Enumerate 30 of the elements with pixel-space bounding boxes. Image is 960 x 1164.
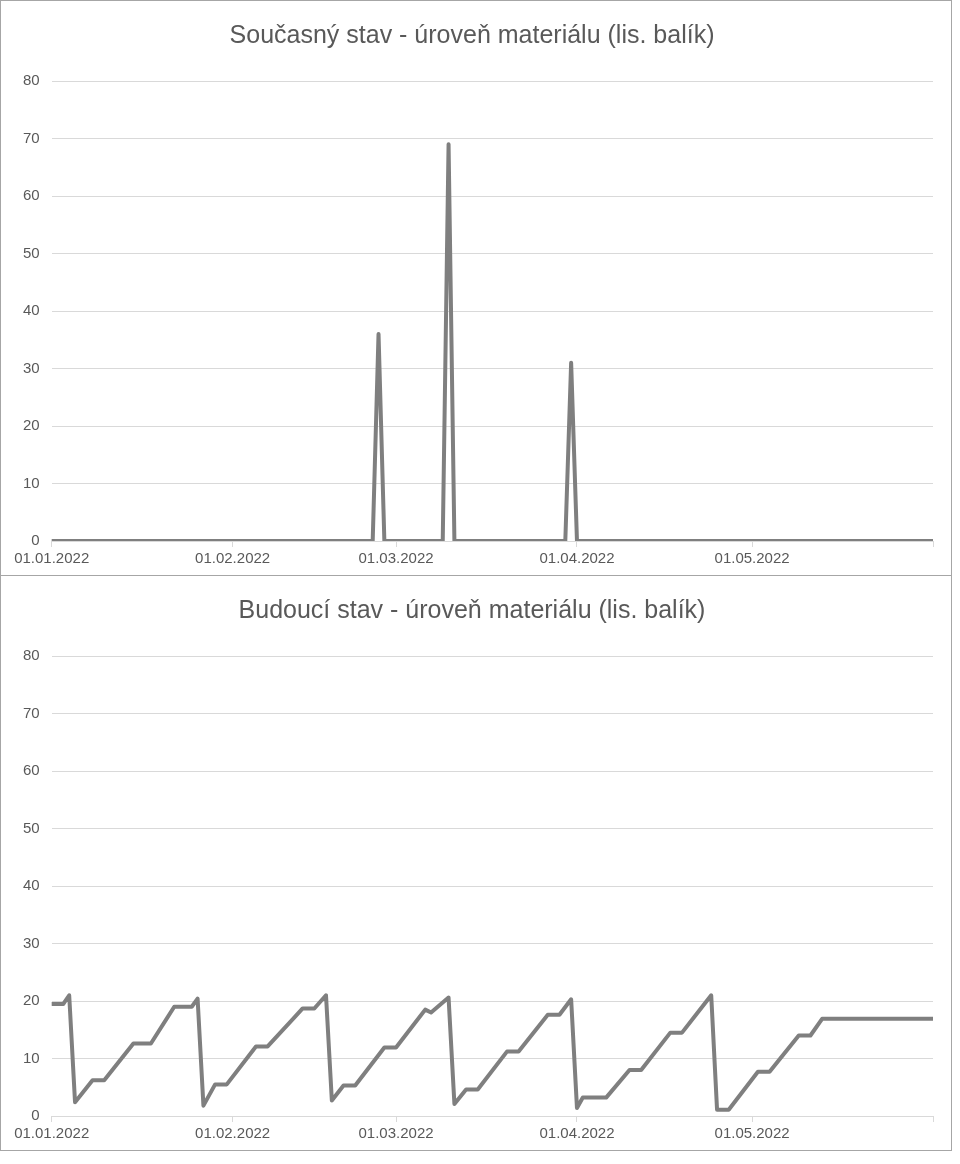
- y-tick-label: 20: [23, 991, 40, 1009]
- y-tick-label: 60: [23, 186, 40, 204]
- x-tick-label: 01.02.2022: [195, 549, 271, 567]
- x-tick-label: 01.02.2022: [195, 1124, 271, 1142]
- x-tick-label: 01.04.2022: [539, 549, 615, 567]
- y-tick-label: 30: [23, 933, 40, 951]
- x-tick-label: 01.03.2022: [358, 1124, 434, 1142]
- y-tick-label: 80: [23, 71, 40, 89]
- x-tick-label: 01.03.2022: [358, 549, 434, 567]
- y-tick-label: 50: [23, 818, 40, 836]
- x-tick-label: 01.05.2022: [714, 1124, 790, 1142]
- y-tick-label: 10: [23, 473, 40, 491]
- x-tick-label: 01.04.2022: [539, 1124, 615, 1142]
- x-tick-label: 01.01.2022: [14, 549, 90, 567]
- y-tick-label: 10: [23, 1048, 40, 1066]
- y-tick-label: 70: [23, 703, 40, 721]
- y-tick-label: 0: [31, 531, 40, 549]
- y-tick-label: 50: [23, 243, 40, 261]
- y-tick-label: 70: [23, 128, 40, 146]
- x-tick-label: 01.05.2022: [714, 549, 790, 567]
- y-tick-label: 0: [31, 1106, 40, 1124]
- y-tick-label: 80: [23, 646, 40, 664]
- y-tick-label: 60: [23, 761, 40, 779]
- x-tick-label: 01.01.2022: [14, 1124, 90, 1142]
- chart-title: Současný stav - úroveň materiálu (lis. balík): [229, 19, 715, 48]
- y-tick-label: 20: [23, 416, 40, 434]
- chart-title: Budoucí stav - úroveň materiálu (lis. balík): [238, 594, 706, 623]
- y-tick-label: 40: [23, 301, 40, 319]
- y-tick-label: 30: [23, 358, 40, 376]
- y-tick-label: 40: [23, 876, 40, 894]
